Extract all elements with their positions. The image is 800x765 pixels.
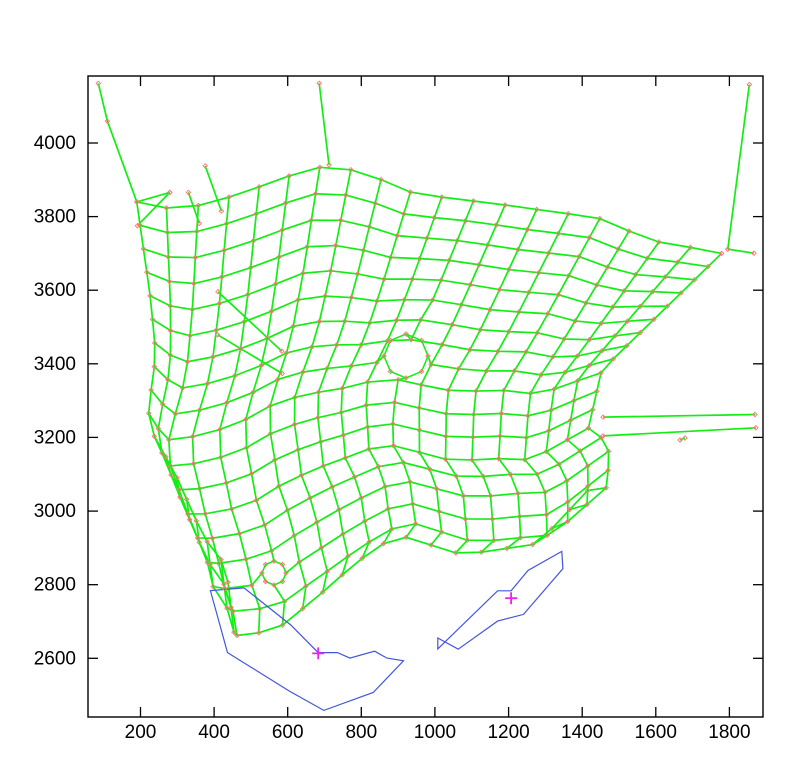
svg-text:2800: 2800 (34, 575, 76, 596)
svg-text:3200: 3200 (34, 427, 76, 448)
svg-text:600: 600 (272, 722, 304, 743)
svg-text:2600: 2600 (34, 648, 76, 669)
svg-text:400: 400 (198, 722, 230, 743)
svg-text:800: 800 (345, 722, 377, 743)
svg-text:3600: 3600 (34, 280, 76, 301)
svg-text:3000: 3000 (34, 501, 76, 522)
svg-text:1200: 1200 (487, 722, 529, 743)
svg-text:1800: 1800 (708, 722, 750, 743)
svg-text:200: 200 (125, 722, 157, 743)
svg-text:3400: 3400 (34, 354, 76, 375)
svg-text:1000: 1000 (414, 722, 456, 743)
svg-text:1400: 1400 (561, 722, 603, 743)
svg-text:4000: 4000 (34, 133, 76, 154)
svg-text:1600: 1600 (635, 722, 677, 743)
svg-text:3800: 3800 (34, 207, 76, 228)
